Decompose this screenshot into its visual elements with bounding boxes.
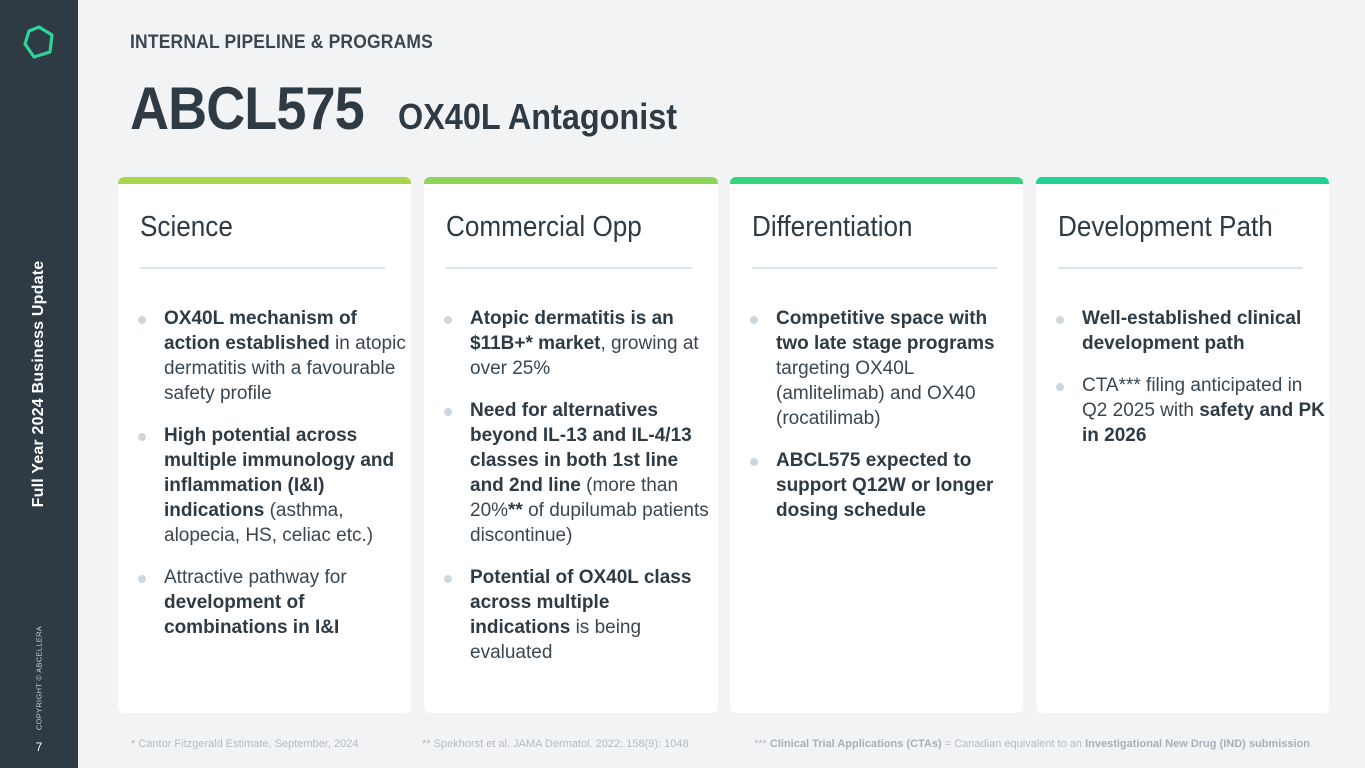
page-subtitle: OX40L Antagonist bbox=[397, 96, 677, 137]
bullet-list: Competitive space with two late stage pr… bbox=[750, 306, 1019, 540]
bold-text: Need for alternatives beyond IL-13 and I… bbox=[470, 400, 692, 496]
text-run: (asthma, alopecia, HS, celiac etc.) bbox=[164, 500, 374, 546]
bullet-list: OX40L mechanism of action established in… bbox=[138, 306, 407, 657]
text-run: Attractive pathway for bbox=[164, 567, 347, 588]
page-number: 7 bbox=[35, 740, 43, 754]
card-commercial-opp: Commercial Opp Atopic dermatitis is an $… bbox=[424, 177, 718, 713]
footnote-spekhorst: ** Spekhorst et al. JAMA Dermatol. 2022;… bbox=[422, 738, 689, 750]
bold-text: Clinical Trial Applications (CTAs) bbox=[769, 738, 942, 750]
text-run: (more than 20% bbox=[470, 475, 679, 521]
card-title: Science bbox=[140, 211, 233, 243]
bullet-item: Potential of OX40L class across multiple… bbox=[444, 565, 714, 665]
page-title-row: ABCL575 OX40L Antagonist bbox=[130, 74, 708, 143]
card-divider bbox=[446, 267, 692, 269]
footnote-cta: *** Clinical Trial Applications (CTAs) =… bbox=[754, 738, 1310, 750]
text-run: CTA*** filing anticipated in Q2 2025 wit… bbox=[1082, 375, 1303, 421]
card-title: Differentiation bbox=[752, 211, 913, 243]
bold-text: OX40L mechanism of action established bbox=[164, 308, 357, 354]
bold-text: ** bbox=[508, 500, 523, 521]
card-development-path: Development Path Well-established clinic… bbox=[1036, 177, 1329, 713]
card-divider bbox=[752, 267, 997, 269]
bullet-item: Well-established clinical development pa… bbox=[1056, 306, 1325, 356]
card-science: Science OX40L mechanism of action establ… bbox=[118, 177, 411, 713]
bold-text: ABCL575 expected to support Q12W or long… bbox=[776, 450, 994, 521]
bold-text: safety and PK in 2026 bbox=[1082, 400, 1325, 446]
sidebar: Full Year 2024 Business Update COPYRIGHT… bbox=[0, 0, 78, 768]
card-title: Development Path bbox=[1058, 211, 1273, 243]
card-accent-bar bbox=[118, 177, 411, 184]
bullet-item: CTA*** filing anticipated in Q2 2025 wit… bbox=[1056, 373, 1325, 448]
text-run: is being evaluated bbox=[470, 617, 642, 663]
text-run: , growing at over 25% bbox=[470, 333, 699, 379]
page-title: ABCL575 bbox=[130, 75, 365, 142]
bullet-item: Competitive space with two late stage pr… bbox=[750, 306, 1019, 431]
bullet-item: OX40L mechanism of action established in… bbox=[138, 306, 407, 406]
bullet-item: High potential across multiple immunolog… bbox=[138, 423, 407, 548]
text-run: in atopic dermatitis with a favourable s… bbox=[164, 333, 406, 404]
card-divider bbox=[140, 267, 385, 269]
card-differentiation: Differentiation Competitive space with t… bbox=[730, 177, 1023, 713]
bullet-item: Attractive pathway for development of co… bbox=[138, 565, 407, 640]
card-title: Commercial Opp bbox=[446, 211, 642, 243]
bold-text: High potential across multiple immunolog… bbox=[164, 425, 395, 521]
text-run: of dupilumab patients discontinue) bbox=[470, 500, 709, 546]
copyright-notice: COPYRIGHT © ABCELLERA bbox=[34, 625, 44, 731]
text-run: * Cantor Fitzgerald Estimate, September,… bbox=[131, 738, 359, 750]
footnote-cantor: * Cantor Fitzgerald Estimate, September,… bbox=[131, 738, 358, 750]
text-run: = Canadian equivalent to an bbox=[941, 738, 1086, 750]
bold-text: Potential of OX40L class across multiple… bbox=[470, 567, 692, 638]
bullet-list: Atopic dermatitis is an $11B+* market, g… bbox=[444, 306, 714, 682]
bold-text: development of combinations in I&I bbox=[164, 592, 340, 638]
bullet-item: Need for alternatives beyond IL-13 and I… bbox=[444, 398, 714, 548]
card-divider bbox=[1058, 267, 1303, 269]
card-accent-bar bbox=[1036, 177, 1329, 184]
bold-text: Investigational New Drug (IND) submissio… bbox=[1085, 738, 1310, 750]
bold-text: Competitive space with two late stage pr… bbox=[776, 308, 995, 354]
text-run: targeting OX40L (amlitelimab) and OX40 (… bbox=[776, 358, 976, 429]
bold-text: Atopic dermatitis is an $11B+* market bbox=[470, 308, 674, 354]
card-accent-bar bbox=[730, 177, 1023, 184]
bullet-list: Well-established clinical development pa… bbox=[1056, 306, 1325, 465]
section-eyebrow: INTERNAL PIPELINE & PROGRAMS bbox=[130, 32, 433, 53]
bold-text: Well-established clinical development pa… bbox=[1082, 308, 1302, 354]
bullet-item: ABCL575 expected to support Q12W or long… bbox=[750, 448, 1019, 523]
sidebar-deck-title: Full Year 2024 Business Update bbox=[30, 260, 47, 508]
text-run: ** Spekhorst et al. JAMA Dermatol. 2022;… bbox=[422, 738, 689, 750]
hexagon-logo-icon bbox=[23, 25, 54, 59]
card-accent-bar bbox=[424, 177, 718, 184]
bullet-item: Atopic dermatitis is an $11B+* market, g… bbox=[444, 306, 714, 381]
text-run: *** bbox=[754, 738, 770, 750]
